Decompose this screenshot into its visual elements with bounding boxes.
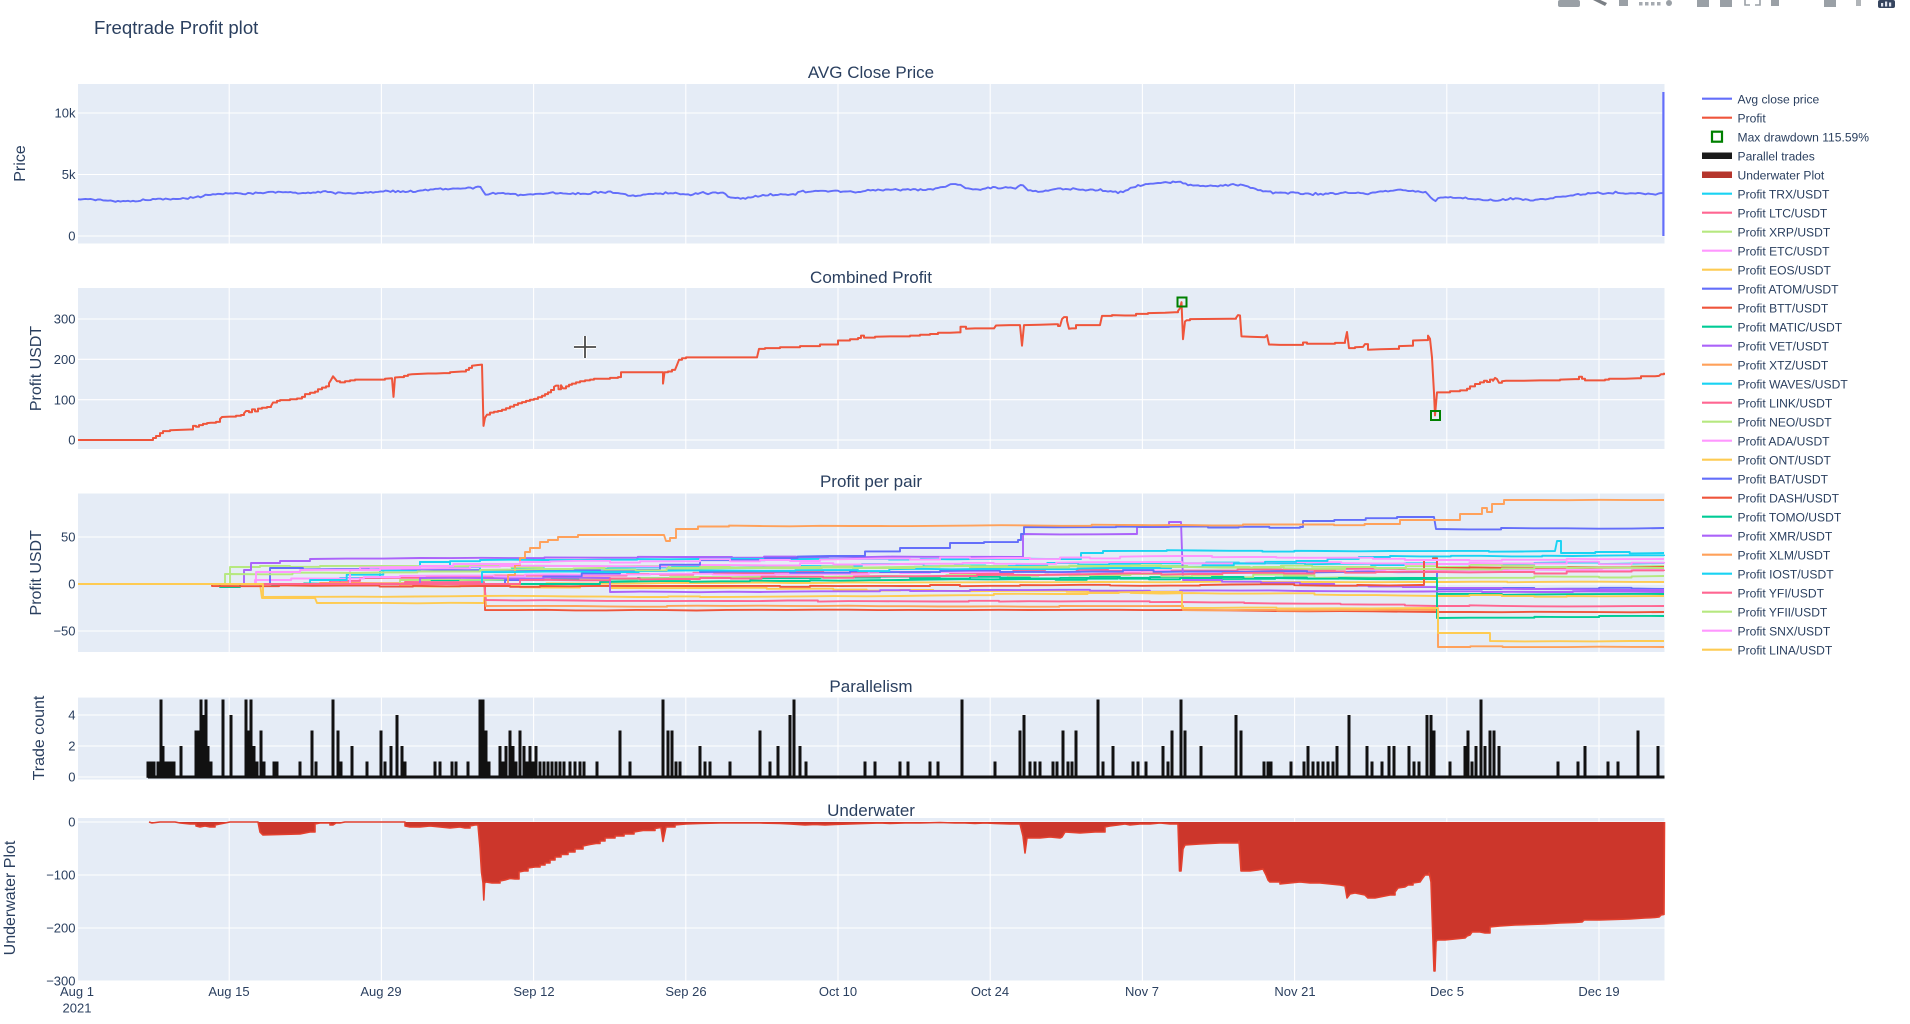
svg-text:Nov 21: Nov 21 bbox=[1274, 984, 1315, 999]
svg-text:2021: 2021 bbox=[63, 1001, 92, 1016]
svg-text:AVG Close Price: AVG Close Price bbox=[808, 63, 934, 82]
svg-text:−100: −100 bbox=[46, 868, 75, 883]
svg-text:Aug 1: Aug 1 bbox=[60, 984, 94, 999]
svg-text:Max drawdown 115.59%: Max drawdown 115.59% bbox=[1738, 130, 1870, 144]
svg-text:4: 4 bbox=[68, 708, 75, 723]
svg-text:0: 0 bbox=[68, 433, 75, 448]
svg-text:Profit: Profit bbox=[1738, 111, 1767, 125]
svg-text:Profit ETC/USDT: Profit ETC/USDT bbox=[1738, 244, 1831, 258]
svg-text:0: 0 bbox=[68, 815, 75, 830]
svg-text:Profit XMR/USDT: Profit XMR/USDT bbox=[1738, 529, 1833, 543]
svg-text:Parallelism: Parallelism bbox=[829, 677, 912, 696]
svg-text:100: 100 bbox=[54, 392, 76, 407]
svg-text:Combined Profit: Combined Profit bbox=[810, 268, 932, 287]
svg-text:Avg close price: Avg close price bbox=[1738, 92, 1820, 106]
svg-text:−300: −300 bbox=[46, 974, 75, 989]
svg-text:Profit ADA/USDT: Profit ADA/USDT bbox=[1738, 434, 1831, 448]
svg-text:Aug 15: Aug 15 bbox=[208, 984, 249, 999]
svg-text:Nov 7: Nov 7 bbox=[1125, 984, 1159, 999]
svg-text:0: 0 bbox=[68, 770, 75, 785]
svg-text:Profit NEO/USDT: Profit NEO/USDT bbox=[1738, 415, 1833, 429]
svg-text:Profit LINA/USDT: Profit LINA/USDT bbox=[1738, 643, 1833, 657]
svg-text:Profit USDT: Profit USDT bbox=[28, 530, 45, 616]
svg-text:Profit IOST/USDT: Profit IOST/USDT bbox=[1738, 567, 1835, 581]
svg-text:Price: Price bbox=[12, 145, 29, 182]
svg-text:10k: 10k bbox=[55, 106, 76, 121]
svg-text:Profit VET/USDT: Profit VET/USDT bbox=[1738, 339, 1830, 353]
svg-text:Profit XTZ/USDT: Profit XTZ/USDT bbox=[1738, 358, 1829, 372]
svg-text:Profit LINK/USDT: Profit LINK/USDT bbox=[1738, 396, 1833, 410]
svg-text:Profit ONT/USDT: Profit ONT/USDT bbox=[1738, 453, 1832, 467]
svg-text:Aug 29: Aug 29 bbox=[360, 984, 401, 999]
svg-text:0: 0 bbox=[68, 577, 75, 592]
svg-text:Profit YFI/USDT: Profit YFI/USDT bbox=[1738, 586, 1825, 600]
svg-text:Parallel trades: Parallel trades bbox=[1738, 149, 1815, 163]
svg-text:300: 300 bbox=[54, 312, 76, 327]
svg-text:Profit BAT/USDT: Profit BAT/USDT bbox=[1738, 472, 1829, 486]
svg-text:5k: 5k bbox=[62, 167, 76, 182]
svg-text:Profit MATIC/USDT: Profit MATIC/USDT bbox=[1738, 320, 1843, 334]
svg-text:Profit XLM/USDT: Profit XLM/USDT bbox=[1738, 548, 1831, 562]
svg-text:Profit BTT/USDT: Profit BTT/USDT bbox=[1738, 301, 1829, 315]
svg-text:Profit SNX/USDT: Profit SNX/USDT bbox=[1738, 624, 1831, 638]
svg-text:Profit DASH/USDT: Profit DASH/USDT bbox=[1738, 491, 1840, 505]
svg-text:Profit EOS/USDT: Profit EOS/USDT bbox=[1738, 263, 1832, 277]
svg-text:0: 0 bbox=[68, 229, 75, 244]
svg-text:Freqtrade Profit plot: Freqtrade Profit plot bbox=[94, 17, 259, 38]
svg-text:Underwater Plot: Underwater Plot bbox=[2, 840, 19, 955]
svg-text:Profit USDT: Profit USDT bbox=[28, 326, 45, 412]
svg-text:Oct 10: Oct 10 bbox=[819, 984, 857, 999]
svg-text:Profit ATOM/USDT: Profit ATOM/USDT bbox=[1738, 282, 1840, 296]
svg-text:Profit TOMO/USDT: Profit TOMO/USDT bbox=[1738, 510, 1842, 524]
svg-text:Oct 24: Oct 24 bbox=[971, 984, 1009, 999]
svg-text:Profit WAVES/USDT: Profit WAVES/USDT bbox=[1738, 377, 1849, 391]
svg-text:Dec 5: Dec 5 bbox=[1430, 984, 1464, 999]
svg-text:−50: −50 bbox=[53, 624, 75, 639]
svg-text:Dec 19: Dec 19 bbox=[1578, 984, 1619, 999]
svg-text:−200: −200 bbox=[46, 921, 75, 936]
svg-text:Sep 26: Sep 26 bbox=[665, 984, 706, 999]
svg-text:Underwater: Underwater bbox=[827, 801, 915, 820]
svg-text:Profit TRX/USDT: Profit TRX/USDT bbox=[1738, 187, 1830, 201]
svg-text:50: 50 bbox=[61, 530, 75, 545]
svg-text:Profit YFII/USDT: Profit YFII/USDT bbox=[1738, 605, 1828, 619]
svg-text:Trade count: Trade count bbox=[31, 695, 48, 780]
svg-text:Profit XRP/USDT: Profit XRP/USDT bbox=[1738, 225, 1831, 239]
svg-text:2: 2 bbox=[68, 739, 75, 754]
svg-text:200: 200 bbox=[54, 352, 76, 367]
svg-text:Profit LTC/USDT: Profit LTC/USDT bbox=[1738, 206, 1828, 220]
svg-text:Underwater Plot: Underwater Plot bbox=[1738, 168, 1825, 182]
svg-text:Profit per pair: Profit per pair bbox=[820, 472, 922, 491]
svg-text:Sep 12: Sep 12 bbox=[513, 984, 554, 999]
